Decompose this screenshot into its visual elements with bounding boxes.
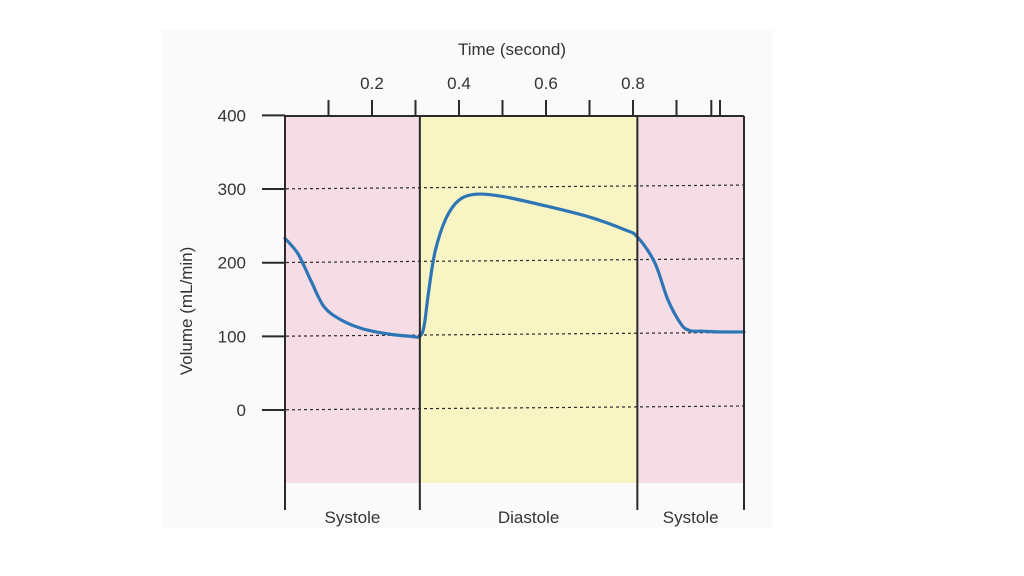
x-tick-label-0_4: 0.4 [447,74,471,93]
x-tick-label-0_6: 0.6 [534,74,558,93]
phase-band-systole-2 [637,116,744,483]
phase-band-diastole-1 [419,116,638,483]
y-tick-label-400: 400 [218,106,246,125]
gridline-200 [261,258,745,264]
gridline-0 [261,405,745,411]
y-tick-label-100: 100 [218,327,246,346]
x-tick-label-0_2: 0.2 [360,74,384,93]
gridline-300 [261,184,745,190]
gridline-100 [261,331,745,337]
y-axis-title: Volume (mL/min) [177,247,196,375]
phase-label-diastole-1: Diastole [498,508,559,527]
volume-series-line [283,192,746,339]
y-tick-label-0: 0 [237,401,246,420]
phase-label-systole-0: Systole [325,508,381,527]
y-tick-label-300: 300 [218,180,246,199]
x-tick-label-0_8: 0.8 [621,74,645,93]
phase-label-systole-2: Systole [663,508,719,527]
y-tick-label-200: 200 [218,254,246,273]
x-axis-title: Time (second) [458,40,566,59]
phase-band-systole-0 [285,116,420,483]
